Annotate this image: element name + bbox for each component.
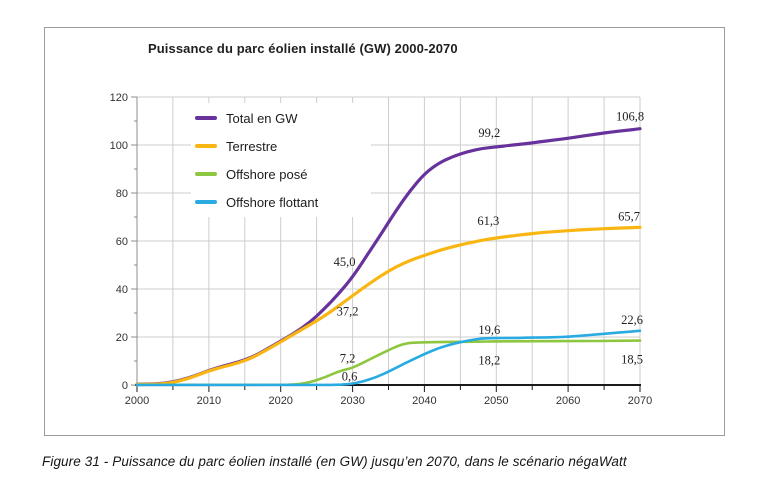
data-label-18-5: 18,5 bbox=[621, 353, 643, 367]
y-tick-label: 80 bbox=[116, 188, 128, 200]
data-label-0-6: 0,6 bbox=[342, 370, 358, 384]
y-tick-label: 60 bbox=[116, 236, 128, 248]
data-label-37-2: 37,2 bbox=[337, 305, 359, 319]
data-label-22-6: 22,6 bbox=[621, 313, 643, 327]
x-tick-label: 2070 bbox=[628, 395, 652, 407]
data-label-45-0: 45,0 bbox=[334, 255, 356, 269]
data-label-61-3: 61,3 bbox=[477, 214, 499, 228]
series-line-terrestre bbox=[135, 225, 642, 387]
chart-legend: Total en GW Terrestre Offshore posé Offshor… bbox=[191, 103, 371, 217]
data-label-7-2: 7,2 bbox=[340, 352, 356, 366]
legend-color-line-icon bbox=[195, 144, 217, 148]
x-tick-label: 2040 bbox=[412, 395, 436, 407]
y-tick-label: 0 bbox=[122, 380, 128, 392]
legend-item-total-en-gw: Total en GW bbox=[195, 104, 371, 132]
legend-label: Offshore flottant bbox=[226, 194, 319, 210]
y-tick-label: 100 bbox=[110, 140, 128, 152]
data-label-106-8: 106,8 bbox=[616, 110, 644, 124]
legend-label: Offshore posé bbox=[226, 166, 308, 182]
legend-label: Total en GW bbox=[226, 110, 298, 126]
legend-item-offshore-posé: Offshore posé bbox=[195, 160, 371, 188]
x-tick-label: 2060 bbox=[556, 395, 580, 407]
legend-color-line-icon bbox=[195, 116, 217, 120]
y-tick-label: 40 bbox=[116, 284, 128, 296]
data-label-18-2: 18,2 bbox=[478, 353, 500, 367]
x-tick-label: 2000 bbox=[125, 395, 149, 407]
x-tick-label: 2020 bbox=[268, 395, 292, 407]
legend-color-line-icon bbox=[195, 172, 217, 176]
chart-title: Puissance du parc éolien installé (GW) 2… bbox=[148, 41, 458, 56]
data-label-65-7: 65,7 bbox=[618, 209, 640, 223]
x-tick-label: 2030 bbox=[340, 395, 364, 407]
x-tick-label: 2010 bbox=[197, 395, 221, 407]
legend-label: Terrestre bbox=[226, 138, 278, 154]
figure-caption: Figure 31 - Puissance du parc éolien ins… bbox=[42, 454, 627, 469]
data-label-19-6: 19,6 bbox=[478, 323, 500, 337]
legend-item-terrestre: Terrestre bbox=[195, 132, 371, 160]
x-tick-label: 2050 bbox=[484, 395, 508, 407]
data-label-99-2: 99,2 bbox=[478, 126, 500, 140]
legend-color-line-icon bbox=[195, 200, 217, 204]
legend-item-offshore-flottant: Offshore flottant bbox=[195, 188, 371, 216]
y-tick-label: 20 bbox=[116, 332, 128, 344]
y-tick-label: 120 bbox=[110, 92, 128, 104]
series-line-offshore-flottant bbox=[135, 329, 642, 387]
series-line-offshore-posé bbox=[135, 339, 642, 387]
